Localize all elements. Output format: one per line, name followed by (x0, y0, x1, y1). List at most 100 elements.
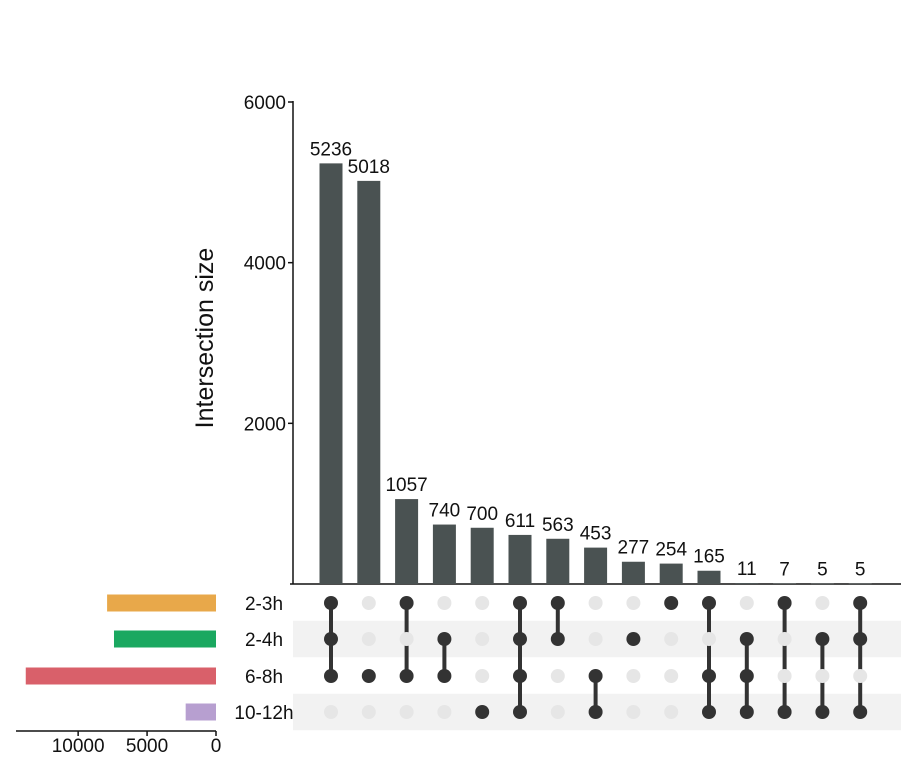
set-size-bars (25, 594, 217, 721)
matrix-dot-active (739, 632, 754, 646)
set-axis-tick-label: 0 (211, 736, 222, 757)
intersection-bar (621, 561, 645, 584)
bar-value-label: 11 (737, 559, 757, 580)
bar-value-label: 254 (655, 540, 687, 561)
set-size-bar (185, 703, 216, 721)
matrix-dot-active (513, 705, 527, 719)
intersection-bar (848, 583, 872, 585)
bar-value-label: 277 (618, 538, 650, 559)
intersection-bar (659, 563, 683, 584)
matrix-dot-active (550, 596, 565, 610)
matrix-dot-active (513, 596, 527, 610)
set-size-bar (25, 667, 217, 685)
bar-value-label: 740 (429, 501, 461, 522)
matrix-dot-active (324, 669, 338, 683)
matrix-dot-inactive (664, 705, 679, 719)
matrix-dot-active (513, 669, 527, 683)
matrix-dot-active (853, 596, 868, 610)
matrix-dot-inactive (626, 669, 641, 683)
matrix-dot-inactive (777, 669, 792, 683)
matrix-dot-inactive (626, 705, 641, 719)
intersection-bar (773, 583, 797, 584)
bar-value-label: 165 (693, 547, 725, 568)
intersection-bar (319, 163, 343, 584)
matrix-dot-inactive (588, 596, 603, 610)
intersection-bar (697, 570, 721, 584)
matrix-dot-active (815, 705, 830, 719)
matrix-dot-active (815, 632, 830, 646)
intersection-bar (470, 527, 494, 584)
matrix-dot-active (437, 632, 452, 646)
matrix-dot-active (324, 596, 338, 610)
matrix-dot-active (588, 705, 603, 719)
matrix-dot-active (739, 669, 754, 683)
bar-value-label: 5 (817, 560, 828, 581)
bar-value-label: 1057 (385, 475, 427, 496)
intersection-bar (810, 583, 834, 585)
matrix-dot-active (739, 705, 754, 719)
intersection-size-axis: 2000 4000 6000 (244, 93, 901, 585)
matrix-dot-active (702, 596, 716, 610)
set-label: 10-12h (234, 703, 293, 724)
matrix-dot-active (777, 596, 792, 610)
y-tick-label: 4000 (244, 254, 286, 275)
matrix-dot-inactive (588, 632, 603, 646)
intersection-bar (546, 538, 570, 584)
matrix-dot-inactive (437, 705, 452, 719)
matrix-dot-active (324, 632, 338, 646)
set-axis-tick-label: 5000 (126, 736, 168, 757)
intersection-bar (508, 534, 532, 584)
matrix-dot-active (664, 596, 679, 610)
intersection-bar (584, 547, 608, 584)
matrix-dot-active (777, 705, 792, 719)
intersection-bars (319, 163, 872, 585)
bar-value-label: 5236 (310, 139, 352, 160)
set-size-axis: 10000 5000 0 (16, 730, 222, 757)
matrix-dot-inactive (437, 596, 452, 610)
matrix-dot-inactive (815, 669, 830, 683)
intersection-bar (357, 180, 381, 584)
matrix-dot-inactive (664, 669, 679, 683)
set-axis-tick-label: 10000 (52, 736, 105, 757)
matrix-dot-active (702, 705, 716, 719)
matrix-dot-active (702, 669, 716, 683)
y-tick-label: 2000 (244, 414, 286, 435)
matrix-dot-inactive (324, 705, 338, 719)
intersection-bar (735, 583, 759, 584)
matrix-dot-inactive (626, 596, 641, 610)
matrix-dot-inactive (739, 596, 754, 610)
bar-value-label: 563 (542, 515, 574, 536)
y-axis-title: Intersection size (191, 248, 219, 429)
set-label: 2-3h (245, 594, 283, 615)
matrix-dot-inactive (475, 632, 490, 646)
bar-value-label: 7 (779, 559, 790, 580)
matrix-dot-inactive (361, 705, 376, 719)
matrix-dot-active (626, 632, 641, 646)
matrix-dot-active (588, 669, 603, 683)
intersection-bar (395, 499, 419, 584)
bar-value-label: 453 (580, 524, 612, 545)
matrix-dot-inactive (664, 632, 679, 646)
matrix-dot-inactive (702, 632, 716, 646)
y-tick-label: 6000 (244, 93, 286, 114)
matrix-dot-inactive (399, 632, 414, 646)
matrix-dot-active (513, 632, 527, 646)
matrix-dot-inactive (550, 669, 565, 683)
set-size-bar (107, 594, 216, 612)
matrix-dot-inactive (475, 596, 490, 610)
matrix-dot-inactive (777, 632, 792, 646)
bar-value-label: 5018 (348, 157, 390, 178)
bar-value-label: 611 (505, 511, 535, 532)
matrix-dot-active (399, 669, 414, 683)
set-label: 6-8h (245, 667, 283, 688)
matrix-dot-inactive (361, 632, 376, 646)
matrix-dot-inactive (399, 705, 414, 719)
matrix-dot-active (361, 669, 376, 683)
intersection-bar (432, 524, 456, 584)
matrix-dot-inactive (361, 596, 376, 610)
set-size-bar (113, 630, 216, 648)
matrix-dot-inactive (815, 596, 830, 610)
matrix-dot-active (399, 596, 414, 610)
